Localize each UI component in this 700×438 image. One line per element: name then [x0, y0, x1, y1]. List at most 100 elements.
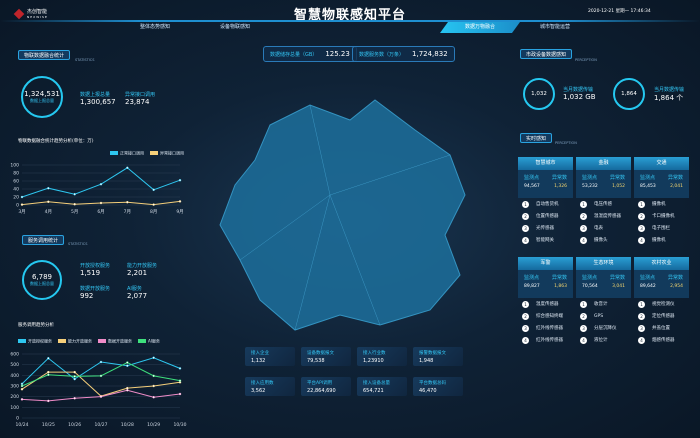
x-tick-label: 3月	[18, 209, 25, 215]
stat-value: 22,864,690	[307, 388, 336, 394]
sensor-item[interactable]: 2 卡口摄像机	[634, 210, 689, 222]
stat-value: 654,721	[363, 388, 384, 394]
sensor-item[interactable]: 2 综合感知终端	[518, 310, 573, 322]
sensor-item[interactable]: 2 温湿度传感器	[576, 210, 631, 222]
sensor-item[interactable]: 3 红外线传感器	[518, 322, 573, 334]
data-point	[47, 373, 50, 377]
sensor-item[interactable]: 2 定位传感器	[634, 310, 689, 322]
abnormal-count: 2,954	[670, 284, 683, 289]
stat-value: 992	[80, 292, 94, 300]
x-tick-label: 10/24	[16, 422, 29, 428]
center-stat-card: 接入应用数 3,562	[245, 377, 295, 396]
sensor-name: 摄像机	[652, 202, 666, 207]
data-point	[126, 200, 129, 204]
chart-iot-trend: 0 20 40 60 80 100 3月 4月 5月 6月 7月 8月 9月 正常接口调用 异常接口调用	[10, 150, 184, 215]
data-point	[47, 357, 50, 360]
x-tick-label: 10/27	[95, 422, 108, 428]
sensor-item[interactable]: 1 自动售货机	[518, 198, 573, 210]
legend-label: 开放授权服务	[28, 338, 52, 344]
y-tick-label: 20	[13, 195, 19, 201]
stat-label: 数据开放服务	[80, 286, 111, 292]
sensor-name: 摄像头	[594, 238, 608, 243]
legend-label: 正常接口调用	[120, 150, 144, 156]
sensor-item[interactable]: 3 电表	[576, 222, 631, 234]
x-tick-label: 9月	[176, 209, 183, 215]
sensor-item[interactable]: 1 视觉检测仪	[634, 298, 689, 310]
center-stat-card: 接入设备总量 654,721	[357, 377, 407, 396]
x-tick-label: 6月	[97, 209, 104, 215]
data-point	[73, 377, 76, 381]
stat-label: 数据上报总量	[80, 92, 111, 98]
sensor-item[interactable]: 4 烟感传感器	[634, 334, 689, 346]
monitor-count: 85,453	[640, 184, 656, 189]
y-tick-label: 600	[10, 352, 19, 358]
sensor-item[interactable]: 4 摄像机	[634, 234, 689, 246]
stat-label: 异常接口调用	[125, 92, 156, 98]
data-point	[47, 399, 50, 403]
sensor-item[interactable]: 4 红外线传感器	[518, 334, 573, 346]
sensor-item[interactable]: 3 电子围栏	[634, 222, 689, 234]
sensor-name: 分层沉降仪	[594, 326, 617, 331]
tab-data-fusion[interactable]: 数据万物融合	[440, 22, 520, 33]
stat-label: 能力开放服务	[127, 263, 158, 269]
sensor-item[interactable]: 1 电压传感	[576, 198, 631, 210]
center-stat-card: 平台数据总码 46,470	[413, 377, 463, 396]
chart1-title: 物联数据融合统计趋势分析(单位：万)	[18, 139, 94, 144]
rank-badge: 4	[580, 336, 587, 344]
category-card: 交通 监测点 异常数 85,453 2,041 1 摄像机 2 卡口摄像机 3 电子围栏 4 摄像机	[634, 157, 689, 246]
sensor-item[interactable]: 1 摄像机	[634, 198, 689, 210]
sensor-item[interactable]: 1 收音计	[576, 298, 631, 310]
x-tick-label: 10/28	[121, 422, 134, 428]
stat-label: 接入企业	[251, 351, 269, 356]
legend-swatch	[98, 339, 106, 343]
col-label: 监测点	[524, 275, 540, 281]
tab-overall[interactable]: 整体态势感知	[139, 24, 170, 30]
rank-badge: 3	[638, 324, 645, 332]
x-tick-label: 5月	[71, 209, 78, 215]
rank-badge: 1	[638, 300, 645, 308]
data-point	[126, 166, 129, 170]
sensor-item[interactable]: 4 智能网关	[518, 234, 573, 246]
data-point	[126, 389, 129, 392]
y-tick-label: 40	[13, 187, 19, 193]
sensor-item[interactable]: 4 液位计	[576, 334, 631, 346]
sensor-item[interactable]: 1 温度传感器	[518, 298, 573, 310]
rank-badge: 3	[580, 324, 587, 332]
data-point	[178, 379, 182, 382]
data-point	[20, 384, 24, 388]
sensor-item[interactable]: 3 井盖位置	[634, 322, 689, 334]
sensor-item[interactable]: 2 GPS	[576, 310, 631, 322]
center-stat-card: 报警数据报文 1,948	[413, 347, 463, 366]
tab-device[interactable]: 设备物联感知	[219, 24, 250, 30]
card-title: 生态环境	[576, 257, 631, 270]
box-label: 数据服务数（万条）	[359, 51, 405, 58]
stat-value: 1,948	[419, 358, 434, 364]
ring-label: 数据上报总量	[30, 98, 54, 103]
sensor-name: 收音计	[594, 302, 608, 307]
tab-city-ops[interactable]: 城市智能运营	[539, 24, 570, 30]
stat-value: 3,562	[251, 388, 266, 394]
datetime: 2020-12-21 星期一 17:46:34	[588, 9, 651, 14]
sensor-item[interactable]: 3 分层沉降仪	[576, 322, 631, 334]
data-point	[99, 360, 103, 364]
ring-value: 1,324,531	[24, 90, 60, 98]
ring-label: 当月数据传输	[563, 87, 594, 93]
stat-label: 设备数据报文	[307, 351, 334, 356]
abnormal-count: 2,041	[670, 184, 683, 189]
y-tick-label: 400	[10, 373, 19, 379]
ring-detail: 1,864 个	[654, 94, 684, 102]
data-point	[73, 375, 76, 378]
sensor-item[interactable]: 2 位置传感器	[518, 210, 573, 222]
sensor-item[interactable]: 4 摄像头	[576, 234, 631, 246]
y-tick-label: 100	[10, 163, 19, 169]
stat-value: 1,23910	[363, 358, 384, 364]
section-subtitle: STATISTICS	[75, 58, 95, 62]
rank-badge: 2	[638, 312, 645, 320]
city-map[interactable]	[200, 85, 500, 345]
x-tick-label: 7月	[124, 209, 131, 215]
stat-label: 平台API调用	[307, 381, 333, 386]
logo: 杰创智能 NEXWISE	[13, 8, 48, 19]
col-label: 异常数	[609, 175, 625, 181]
sensor-item[interactable]: 3 光传感器	[518, 222, 573, 234]
sensor-name: 烟感传感器	[652, 338, 675, 343]
